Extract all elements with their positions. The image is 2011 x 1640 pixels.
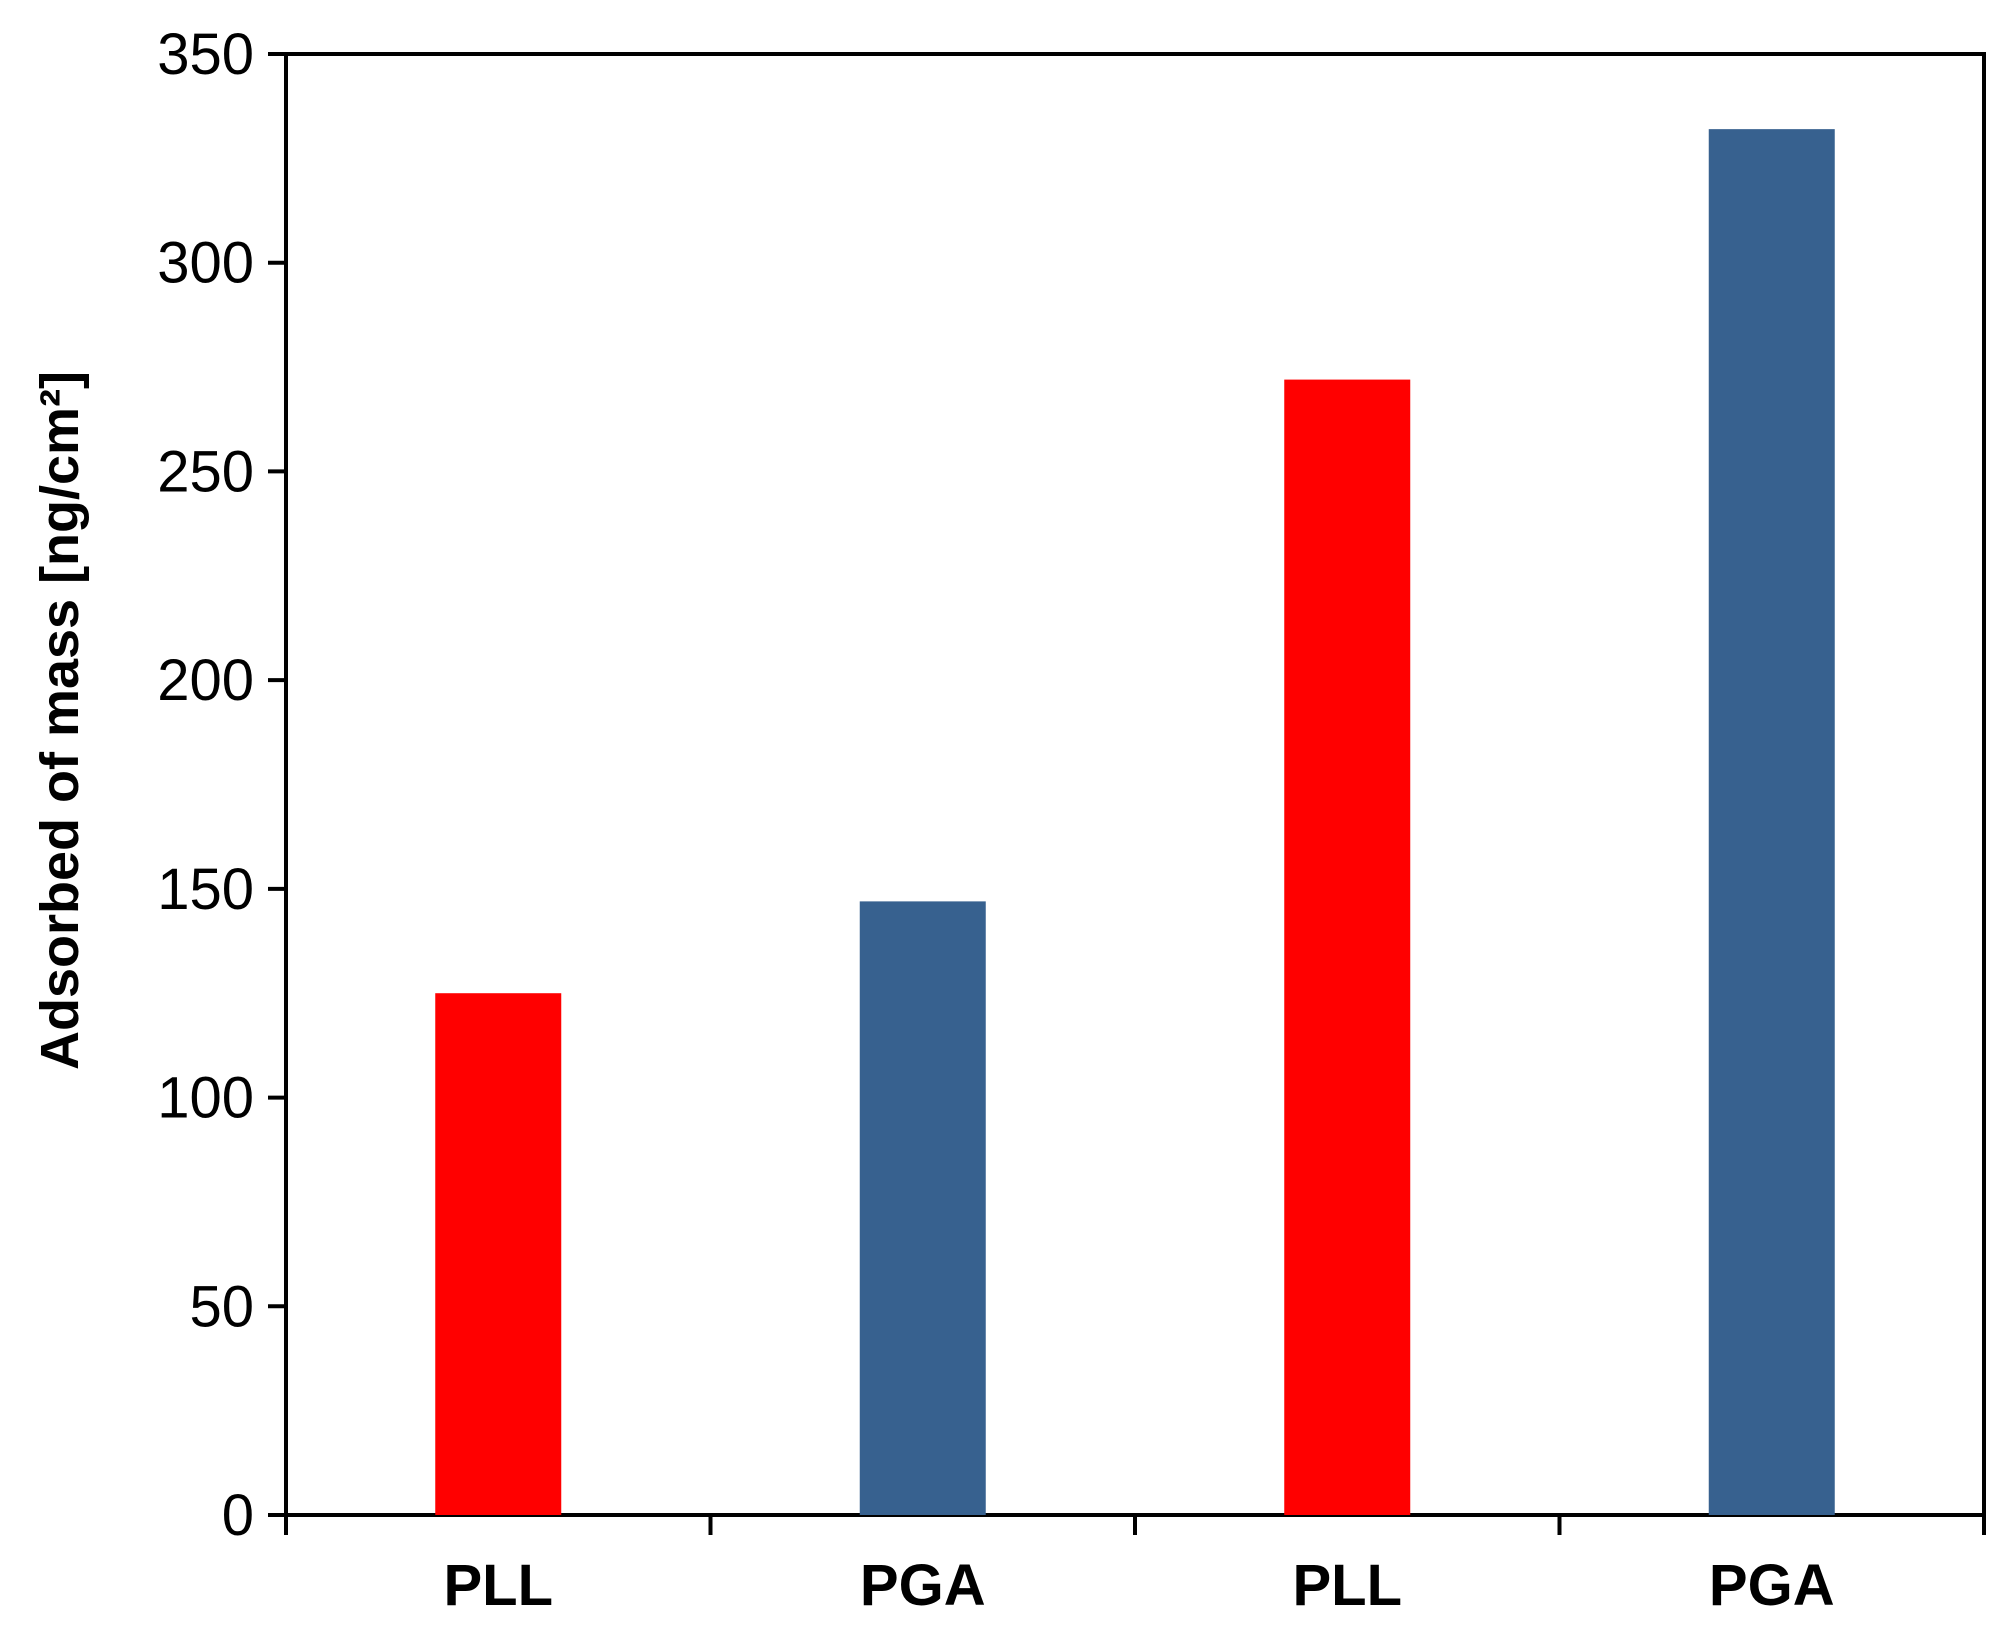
bar-pll-3 (1284, 379, 1411, 1516)
x-axis-category-labels: PLL PGA PLL PGA (443, 1553, 1834, 1618)
y-tick-label: 200 (157, 648, 254, 713)
y-tick-label: 300 (157, 231, 254, 296)
x-category-label: PGA (860, 1553, 986, 1618)
x-category-label: PGA (1709, 1553, 1835, 1618)
x-category-label: PLL (1292, 1553, 1402, 1618)
y-axis-title: Adsorbed of mass [ng/cm²] (30, 371, 90, 1070)
y-tick-label: 100 (157, 1066, 254, 1131)
y-axis-tick-labels: 0 50 100 150 200 250 300 350 (157, 22, 254, 1548)
y-tick-label: 0 (222, 1483, 254, 1548)
y-axis-ticks (268, 52, 286, 1517)
bars (435, 129, 1835, 1516)
bar-pga-2 (859, 901, 986, 1515)
y-tick-label: 250 (157, 439, 254, 504)
bar-pll-1 (435, 993, 562, 1515)
x-axis-ticks (284, 1515, 1986, 1535)
x-category-label: PLL (443, 1553, 553, 1618)
y-tick-label: 350 (157, 22, 254, 87)
y-tick-label: 50 (189, 1274, 254, 1339)
y-tick-label: 150 (157, 857, 254, 922)
bar-pga-4 (1708, 129, 1835, 1515)
